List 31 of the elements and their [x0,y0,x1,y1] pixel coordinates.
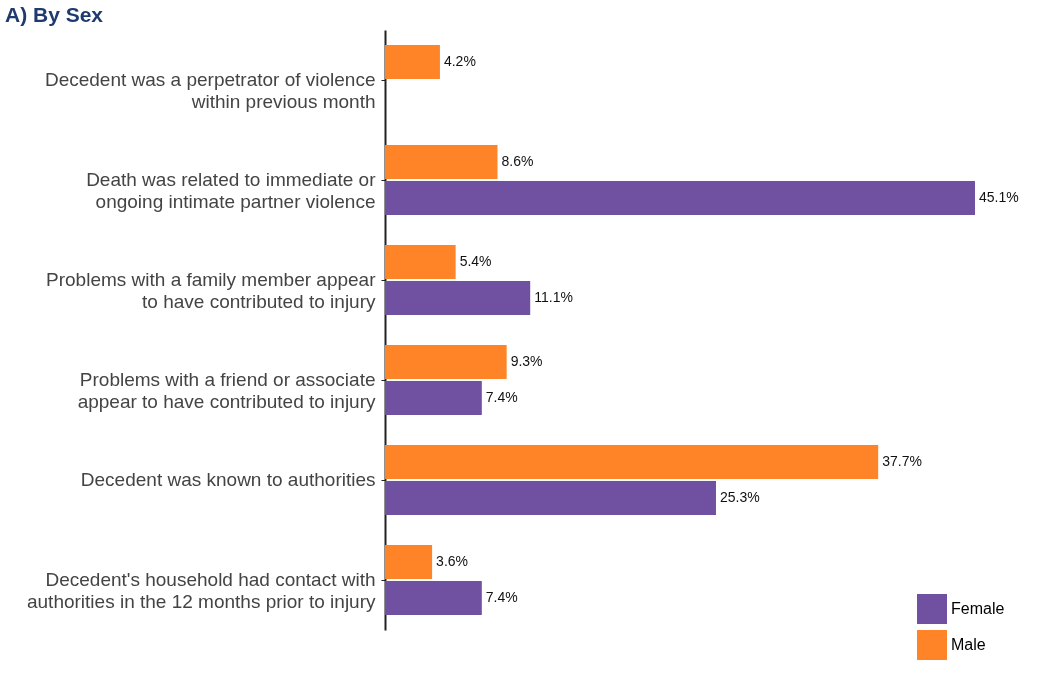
data-label: 25.3% [719,489,760,506]
y-tick-label: Problems with a friend or associate appear to have contributed to injury [77,369,376,412]
data-label: 4.2% [443,52,476,69]
data-label: 11.1% [534,289,573,306]
bar [385,445,879,479]
bar [385,181,975,215]
y-tick-label: Problems with a family member appear to have contributed to injury [46,269,377,312]
data-label: 45.1% [979,189,1019,206]
data-label: 37.7% [882,452,922,469]
data-label: 8.6% [501,152,534,169]
legend-label: Female [951,600,1005,617]
bar [385,281,531,315]
bar [385,145,498,179]
bar [385,245,456,279]
legend-label: Male [951,636,986,653]
y-tick-label: Decedent's household had contact with authorities in the 12 months prior to injury [26,569,376,612]
data-label: 7.4% [485,389,518,406]
bar [385,381,482,415]
bar [385,345,507,379]
y-tick-label: Decedent was a perpetrator of violence within previous month [44,69,376,112]
data-label: 3.6% [436,552,469,569]
bar [385,45,440,79]
y-tick-label: Decedent was known to authorities [80,469,376,490]
data-label: 9.3% [510,352,543,369]
bar [385,481,716,515]
data-label: 5.4% [459,252,492,269]
text: A) By Sex [5,3,104,26]
data-label: 7.4% [485,589,518,606]
y-tick-label: Death was related to immediate or ongoing intimate partner violence [86,169,377,212]
bar [385,581,482,615]
bar [385,545,433,579]
